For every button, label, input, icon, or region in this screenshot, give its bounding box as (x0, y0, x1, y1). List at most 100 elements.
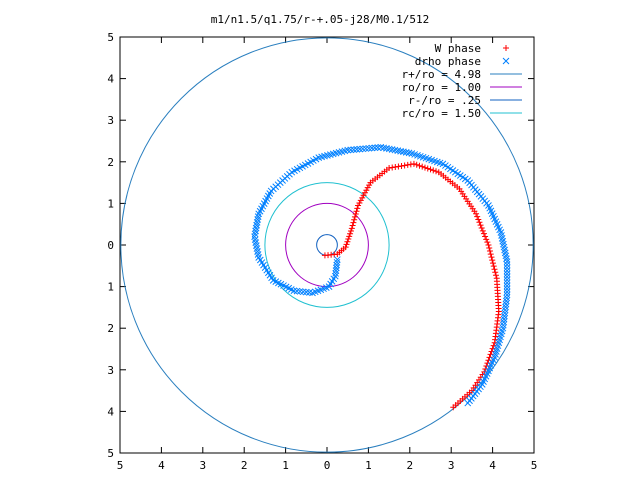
x-tick-label: 2 (241, 459, 248, 472)
x-tick-label: 2 (406, 459, 413, 472)
drho-phase-point (333, 258, 341, 266)
w-phase-point (348, 225, 355, 232)
x-tick-label: 1 (282, 459, 289, 472)
w-phase-point (450, 404, 457, 411)
w-phase-point (478, 224, 485, 231)
legend-label: rc/ro = 1.50 (402, 107, 481, 120)
legend-label: r-/ro = .25 (408, 94, 481, 107)
drho-phase-point (371, 144, 379, 152)
legend-label: drho phase (415, 55, 481, 68)
w-phase-point (480, 230, 487, 237)
w-phase-point (363, 187, 370, 194)
chart-title: m1/n1.5/q1.75/r-+.05-j28/M0.1/512 (211, 13, 430, 26)
drho-phase-point (332, 267, 340, 275)
drho-phase-point (332, 270, 339, 277)
y-tick-label: 1 (107, 197, 114, 210)
w-phase-point (345, 236, 352, 243)
w-phase-point (489, 257, 496, 264)
w-phase-point (347, 230, 354, 237)
drho-phase-point (503, 279, 511, 287)
legend-marker (502, 57, 510, 65)
x-tick-label: 4 (489, 459, 496, 472)
w-phase-point (413, 161, 420, 168)
w-phase-point (347, 228, 354, 235)
x-tick-label: 4 (158, 459, 165, 472)
drho-phase-point (333, 261, 341, 269)
w-phase-point (392, 164, 399, 170)
w-phase-point (477, 222, 484, 229)
drho-phase-series (251, 143, 511, 407)
w-phase-point (484, 239, 491, 246)
legend-label: W phase (435, 42, 481, 55)
w-phase-point (486, 248, 493, 255)
w-phase-point (421, 164, 428, 171)
drho-phase-point (359, 145, 367, 153)
w-phase-point (479, 227, 486, 234)
w-phase-point (489, 345, 496, 352)
w-phase-point (489, 260, 496, 267)
w-phase-point (487, 351, 494, 358)
w-phase-point (487, 251, 494, 258)
w-phase-point (474, 213, 481, 220)
w-phase-point (490, 263, 497, 270)
w-phase-point (476, 219, 483, 226)
w-phase-series (321, 160, 502, 411)
w-phase-point (401, 162, 408, 169)
w-phase-point (483, 363, 490, 370)
w-phase-point (488, 254, 495, 261)
w-phase-point (410, 160, 417, 167)
y-tick-label: 1 (107, 281, 114, 294)
drho-phase-point (503, 270, 511, 278)
w-phase-point (486, 354, 493, 361)
w-phase-point (486, 245, 493, 252)
drho-phase-point (503, 273, 511, 281)
w-phase-point (404, 161, 411, 168)
w-phase-point (475, 216, 482, 223)
legend-label: ro/ro = 1.00 (402, 81, 481, 94)
w-phase-point (359, 194, 366, 201)
y-tick-label: 4 (107, 73, 114, 86)
drho-phase-point (347, 146, 355, 154)
w-phase-point (492, 272, 499, 279)
reference-circles (120, 37, 534, 453)
w-phase-point (344, 238, 351, 245)
w-phase-point (353, 208, 360, 215)
w-phase-point (350, 219, 357, 226)
w-phase-point (361, 189, 368, 196)
drho-phase-point (503, 285, 511, 293)
w-phase-point (407, 161, 414, 168)
drho-phase-point (503, 264, 511, 272)
w-phase-point (419, 163, 426, 170)
y-tick-label: 2 (107, 156, 114, 169)
w-phase-point (483, 236, 490, 243)
y-tick-label: 5 (107, 31, 114, 44)
w-phase-point (351, 213, 358, 220)
drho-phase-point (365, 144, 373, 152)
drho-phase-point (503, 282, 511, 290)
w-phase-point (366, 182, 373, 189)
circle-r-ro-4-98 (120, 37, 534, 453)
y-tick-label: 5 (107, 447, 114, 460)
drho-phase-point (368, 144, 376, 152)
w-phase-point (354, 205, 361, 212)
drho-phase-point (332, 264, 340, 272)
drho-phase-point (503, 276, 511, 284)
y-tick-label: 3 (107, 114, 114, 127)
w-phase-point (492, 269, 499, 276)
w-phase-point (386, 165, 393, 172)
w-phase-point (346, 233, 353, 240)
w-phase-point (488, 348, 495, 355)
phase-markers (251, 143, 511, 411)
w-phase-point (342, 244, 349, 251)
w-phase-point (484, 360, 491, 367)
w-phase-point (485, 242, 492, 248)
circle-rc-ro-1-50 (264, 182, 390, 308)
w-phase-point (491, 266, 498, 273)
y-tick-label: 3 (107, 364, 114, 377)
w-phase-point (364, 184, 371, 191)
w-phase-point (427, 166, 434, 173)
y-tick-label: 0 (107, 239, 114, 252)
x-tick-label: 5 (531, 459, 538, 472)
w-phase-point (485, 357, 492, 364)
